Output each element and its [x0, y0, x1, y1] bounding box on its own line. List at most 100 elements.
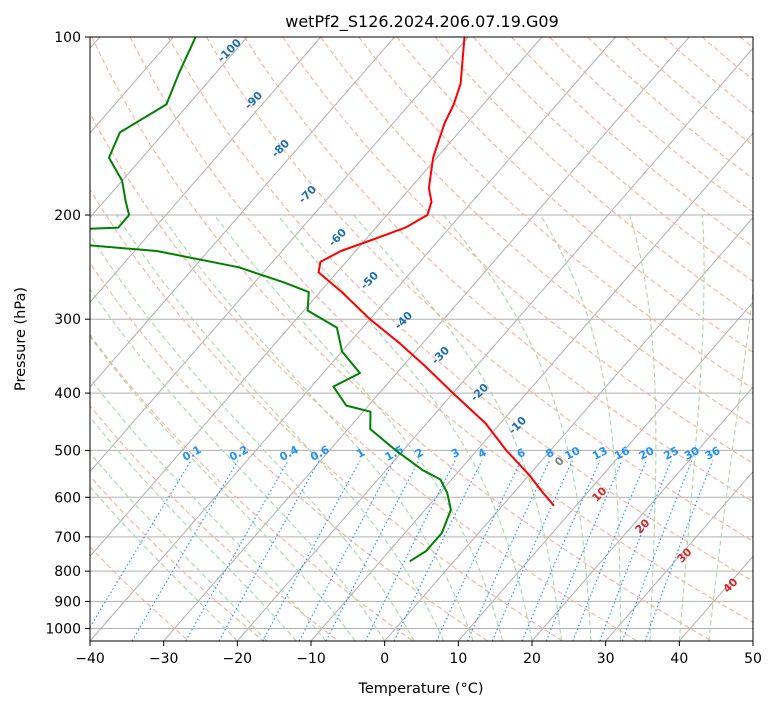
mixing-ratio-label: 10	[563, 444, 583, 463]
isotherm	[90, 37, 616, 641]
dry-adiabat	[90, 404, 339, 641]
x-tick-label: −20	[223, 651, 253, 667]
mixing-ratio-label: 3	[449, 446, 462, 461]
isotherm	[90, 37, 469, 473]
chart-title: wetPf2_S126.2024.206.07.19.G09	[285, 12, 559, 32]
mixing-ratio-label: 16	[612, 444, 632, 463]
y-axis: 100 200 300 400 500 600 700 800 900 1000	[45, 30, 90, 637]
mixing-ratio-line	[298, 460, 395, 641]
mixing-ratio-line	[364, 460, 456, 641]
adiabat-label: -50	[358, 269, 381, 292]
dry-adiabat	[90, 188, 563, 641]
adiabat-label: 30	[675, 545, 695, 565]
temperature-profile-line	[317, 37, 555, 507]
moist-adiabat	[90, 288, 386, 641]
moist-adiabat	[90, 377, 327, 641]
mixing-ratio-line	[131, 460, 239, 641]
moist-adiabat	[160, 214, 474, 641]
adiabat-label: -40	[392, 309, 415, 332]
adiabat-label: -90	[242, 89, 265, 112]
mixing-ratio-line	[466, 460, 551, 641]
dry-adiabat	[90, 475, 264, 641]
adiabat-label: -100	[215, 36, 244, 65]
x-axis: −40 −30 −20 −10 0 10 20 30 40 50	[75, 641, 762, 667]
adiabat-label: 20	[633, 516, 653, 536]
x-axis-label: Temperature (°C)	[357, 681, 483, 697]
plot-frame	[89, 36, 754, 642]
dry-adiabat	[90, 334, 414, 641]
mixing-ratio-line	[325, 460, 420, 641]
x-tick-label: 50	[744, 651, 762, 667]
isotherm	[531, 386, 753, 641]
mixing-ratio-line	[644, 460, 714, 641]
dry-adiabat	[701, 37, 753, 81]
dry-adiabat	[90, 112, 638, 641]
dry-adiabat	[358, 37, 753, 390]
x-tick-label: −30	[149, 651, 179, 667]
y-tick-label: 300	[54, 312, 81, 328]
isotherm	[163, 37, 690, 641]
mixing-ratio-label: 0.6	[308, 443, 332, 464]
mixing-ratio-label: 30	[682, 444, 702, 463]
moist-adiabat	[90, 486, 238, 641]
mixing-ratio-line	[185, 460, 289, 641]
mixing-ratio-line	[491, 460, 573, 641]
isotherm	[90, 37, 248, 219]
isotherm	[310, 132, 753, 641]
x-tick-label: 20	[523, 651, 541, 667]
x-tick-label: −10	[296, 651, 326, 667]
moist-adiabat	[213, 214, 504, 641]
dry-adiabat	[549, 37, 753, 213]
mixing-ratio-line	[218, 460, 320, 641]
mixing-ratio-label: 36	[703, 444, 723, 463]
mixing-ratio-line	[90, 460, 192, 629]
moist-adiabat	[90, 452, 268, 641]
dry-adiabat	[205, 37, 753, 542]
x-tick-label: 0	[380, 651, 389, 667]
dry-adiabat	[320, 37, 753, 427]
moist-adiabat	[628, 214, 657, 641]
mixing-ratio-label: 6	[515, 446, 528, 461]
x-tick-label: 40	[670, 651, 688, 667]
moist-adiabat	[90, 233, 415, 641]
isotherm	[457, 301, 753, 641]
isotherm	[90, 37, 395, 388]
y-tick-label: 800	[54, 564, 81, 580]
moist-adiabat	[708, 287, 753, 641]
y-tick-label: 700	[54, 530, 81, 546]
isotherm	[752, 640, 753, 641]
adiabat-label: -20	[468, 381, 491, 404]
y-tick-label: 100	[54, 30, 81, 46]
mixing-ratio-line	[262, 460, 361, 641]
mixing-ratio-label: 20	[637, 444, 657, 463]
series-layer	[90, 37, 555, 563]
adiabat-label: 40	[721, 575, 741, 595]
moist-adiabat	[90, 416, 297, 641]
y-tick-label: 400	[54, 386, 81, 402]
adiabat-label: -60	[326, 226, 349, 249]
isotherm	[90, 37, 543, 558]
mixing-ratio-line	[521, 460, 601, 641]
adiabat-label: -30	[429, 344, 452, 367]
mixing-ratio-line	[572, 460, 647, 641]
isotherm	[605, 470, 753, 641]
dewpoint-profile-line	[90, 37, 452, 563]
moist-adiabat	[353, 214, 563, 641]
y-tick-label: 500	[54, 443, 81, 459]
mixing-ratio-label: 0.1	[180, 443, 203, 464]
y-tick-label: 900	[54, 594, 81, 610]
dry-adiabat	[91, 37, 712, 641]
mixing-ratio-line	[393, 460, 483, 641]
x-tick-label: 10	[449, 651, 467, 667]
isotherm	[236, 47, 753, 641]
isotherm	[384, 216, 753, 641]
dry-adiabat	[244, 37, 753, 503]
moist-adiabat	[539, 214, 621, 641]
mixing-ratio-label: 25	[661, 444, 681, 463]
moist-adiabat	[678, 214, 705, 641]
dry-adiabat	[739, 37, 753, 49]
x-tick-label: −40	[75, 651, 105, 667]
isotherm	[678, 555, 753, 641]
